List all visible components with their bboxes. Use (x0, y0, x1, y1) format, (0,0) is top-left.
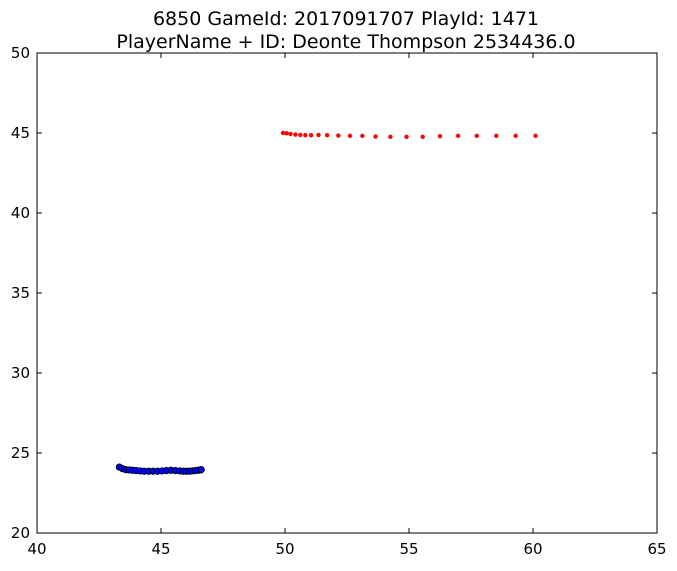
plot-area-frame (36, 52, 658, 534)
data-point (373, 134, 378, 139)
data-point (288, 131, 293, 137)
data-point (347, 133, 353, 139)
data-point (324, 133, 330, 138)
y-tick-label: 30 (11, 364, 30, 382)
x-tick-label: 50 (275, 540, 294, 558)
x-tick-label: 55 (399, 540, 418, 558)
y-tick-label: 20 (11, 524, 30, 542)
data-point (360, 133, 365, 139)
data-point (420, 134, 425, 140)
chart-title-line-1: 6850 GameId: 2017091707 PlayId: 1471 (153, 8, 539, 30)
data-point (455, 133, 461, 139)
x-tick-label: 60 (523, 540, 542, 558)
data-point (388, 134, 393, 140)
y-tick-label: 35 (11, 284, 30, 302)
data-point (437, 134, 443, 139)
data-point (474, 133, 479, 139)
data-point (308, 133, 314, 138)
data-point (513, 133, 518, 139)
series-0 (280, 130, 538, 140)
data-point (404, 134, 409, 140)
series-1 (115, 463, 205, 475)
data-point (293, 132, 298, 137)
y-tick-label: 50 (11, 44, 30, 62)
chart-title-line-2: PlayerName + ID: Deonte Thompson 2534436… (116, 31, 575, 53)
data-point (316, 132, 321, 138)
x-tick-label: 40 (27, 540, 46, 558)
x-tick-label: 65 (647, 540, 666, 558)
series-layer (115, 130, 538, 475)
data-point (280, 130, 286, 136)
data-point (284, 131, 289, 136)
x-tick-label: 45 (151, 540, 170, 558)
y-tick-label: 45 (11, 124, 30, 142)
y-tick-label: 25 (11, 444, 30, 462)
y-tick-label: 40 (11, 204, 30, 222)
data-point (298, 132, 303, 138)
data-point (197, 466, 205, 474)
data-point (494, 133, 499, 139)
data-point (303, 133, 308, 138)
data-point (336, 133, 341, 138)
data-point (533, 133, 538, 139)
ticks-layer: 40 45 50 55 60 65 20 25 30 35 40 45 50 (11, 44, 667, 558)
chart-title: 6850 GameId: 2017091707 PlayId: 1471 Pla… (116, 8, 575, 53)
